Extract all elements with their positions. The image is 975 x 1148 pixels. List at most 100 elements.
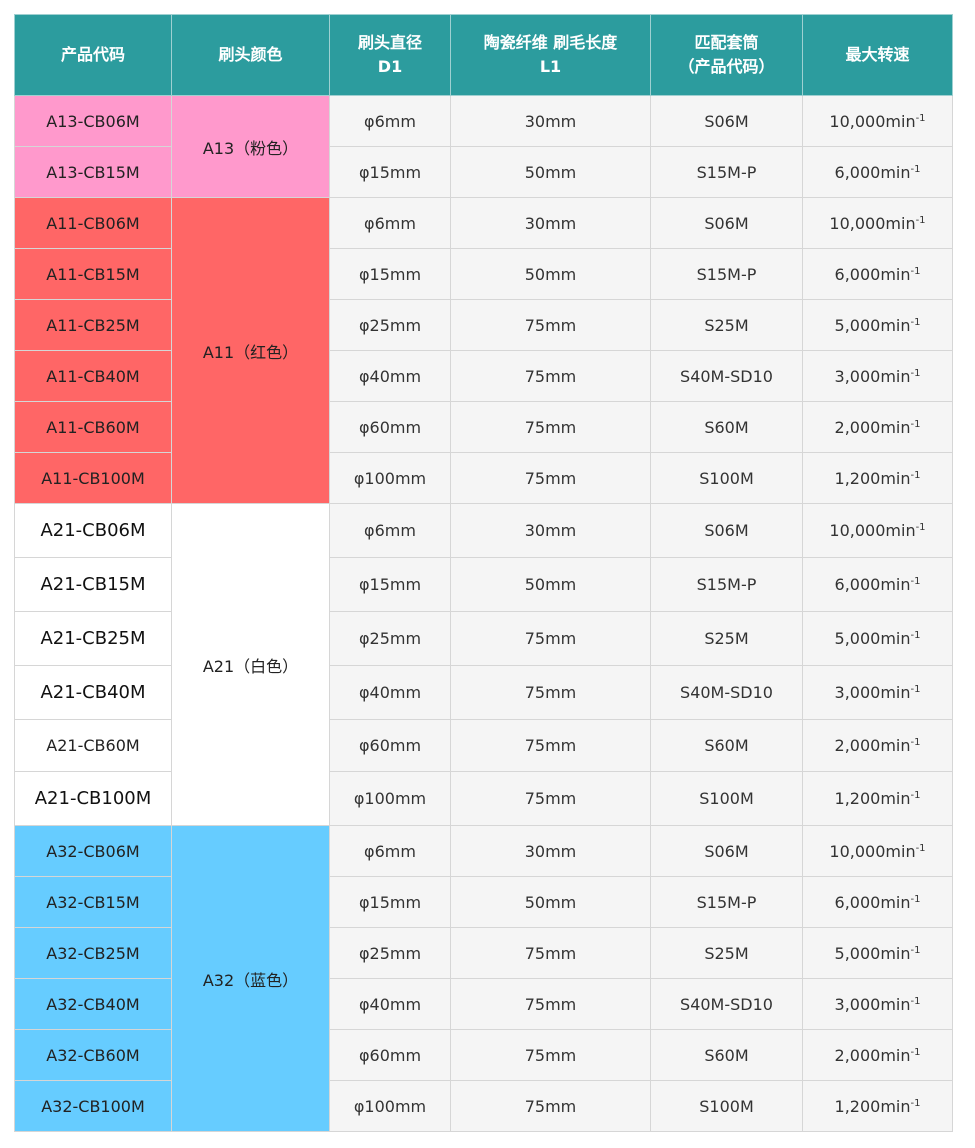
speed-unit-exponent: -1 xyxy=(910,630,921,641)
speed-unit: min xyxy=(880,736,911,755)
max-speed-value: 10,000 xyxy=(829,841,886,861)
speed-unit-exponent: -1 xyxy=(910,684,921,695)
product-code-cell: A21-CB15M xyxy=(14,557,172,612)
bristle-length-cell: 75mm xyxy=(450,719,651,772)
diameter-cell: φ60mm xyxy=(329,719,451,772)
speed-unit-exponent: -1 xyxy=(910,1046,921,1058)
brush-color-cell: A13（粉色） xyxy=(171,95,330,198)
max-speed-value: 6,000 xyxy=(834,892,881,912)
speed-unit-exponent: -1 xyxy=(910,576,921,587)
diameter-cell: φ6mm xyxy=(329,95,451,147)
speed-unit: min xyxy=(880,789,911,808)
bristle-length-cell: 50mm xyxy=(450,248,651,300)
brush-color-cell: A11（红色） xyxy=(171,197,330,504)
header-brush-diameter: 刷头直径 D1 xyxy=(329,14,451,96)
diameter-cell: φ100mm xyxy=(329,1080,451,1132)
speed-unit-exponent: -1 xyxy=(910,893,921,905)
sleeve-cell: S60M xyxy=(650,719,803,772)
speed-unit: min xyxy=(880,575,911,594)
bristle-length-cell: 30mm xyxy=(450,197,651,249)
speed-unit-exponent: -1 xyxy=(915,842,926,854)
max-speed-value: 1,200 xyxy=(834,1096,881,1116)
table-row: A11-CB40M φ40mm 75mm S40M-SD10 3,000min-1 xyxy=(14,350,953,402)
product-code-cell: A13-CB15M xyxy=(14,146,172,198)
speed-unit: min xyxy=(880,417,911,437)
table-row: A21-CB60M φ60mm 75mm S60M 2,000min-1 xyxy=(14,719,953,772)
sleeve-cell: S15M-P xyxy=(650,146,803,198)
speed-unit: min xyxy=(885,841,916,861)
table-row: A21-CB25M φ25mm 75mm S25M 5,000min-1 xyxy=(14,611,953,666)
diameter-cell: φ100mm xyxy=(329,771,451,826)
header-sleeve-label: 匹配套筒 xyxy=(694,33,759,52)
speed-unit: min xyxy=(880,943,911,963)
max-speed-cell: 3,000min-1 xyxy=(802,350,953,402)
max-speed-cell: 2,000min-1 xyxy=(802,1029,953,1081)
table-row: A11-CB25M φ25mm 75mm S25M 5,000min-1 xyxy=(14,299,953,351)
max-speed-value: 2,000 xyxy=(834,417,881,437)
max-speed-value: 3,000 xyxy=(834,366,881,386)
sleeve-cell: S06M xyxy=(650,503,803,558)
bristle-length-cell: 75mm xyxy=(450,771,651,826)
product-code-cell: A11-CB25M xyxy=(14,299,172,351)
spec-table: 产品代码 刷头颜色 刷头直径 D1 陶瓷纤维 刷毛长度 L1 匹配套筒 （产品代… xyxy=(14,14,953,1132)
sleeve-cell: S25M xyxy=(650,299,803,351)
header-sleeve-note: （产品代码） xyxy=(678,57,775,76)
product-code-cell: A32-CB25M xyxy=(14,927,172,979)
max-speed-cell: 6,000min-1 xyxy=(802,248,953,300)
sleeve-cell: S60M xyxy=(650,1029,803,1081)
bristle-length-cell: 75mm xyxy=(450,1029,651,1081)
bristle-length-cell: 75mm xyxy=(450,611,651,666)
sleeve-cell: S25M xyxy=(650,611,803,666)
sleeve-cell: S100M xyxy=(650,452,803,504)
product-code-cell: A11-CB06M xyxy=(14,197,172,249)
table-row: A32-CB06M A32（蓝色） φ6mm 30mm S06M 10,000min-1 xyxy=(14,825,953,1132)
max-speed-cell: 5,000min-1 xyxy=(802,927,953,979)
speed-unit: min xyxy=(880,683,911,702)
table-row: A32-CB40M φ40mm 75mm S40M-SD10 3,000min-1 xyxy=(14,978,953,1030)
max-speed-cell: 1,200min-1 xyxy=(802,1080,953,1132)
diameter-cell: φ15mm xyxy=(329,876,451,928)
speed-unit: min xyxy=(880,1045,911,1065)
sleeve-cell: S100M xyxy=(650,771,803,826)
speed-unit-exponent: -1 xyxy=(910,944,921,956)
diameter-cell: φ15mm xyxy=(329,557,451,612)
max-speed-cell: 10,000min-1 xyxy=(802,197,953,249)
product-code-cell: A21-CB06M xyxy=(14,503,172,558)
speed-unit-exponent: -1 xyxy=(910,418,921,430)
max-speed-value: 6,000 xyxy=(834,264,881,284)
diameter-cell: φ25mm xyxy=(329,299,451,351)
max-speed-value: 2,000 xyxy=(834,736,881,755)
max-speed-cell: 10,000min-1 xyxy=(802,825,953,877)
max-speed-cell: 6,000min-1 xyxy=(802,146,953,198)
speed-unit: min xyxy=(880,468,911,488)
speed-unit-exponent: -1 xyxy=(910,995,921,1007)
product-code-cell: A32-CB15M xyxy=(14,876,172,928)
header-brush-color: 刷头颜色 xyxy=(171,14,330,96)
bristle-length-cell: 50mm xyxy=(450,146,651,198)
speed-unit: min xyxy=(880,994,911,1014)
diameter-cell: φ6mm xyxy=(329,825,451,877)
diameter-cell: φ6mm xyxy=(329,503,451,558)
max-speed-value: 5,000 xyxy=(834,943,881,963)
product-code-cell: A32-CB60M xyxy=(14,1029,172,1081)
product-code-cell: A32-CB40M xyxy=(14,978,172,1030)
max-speed-value: 10,000 xyxy=(829,111,886,131)
sleeve-cell: S06M xyxy=(650,197,803,249)
header-bristle-length-symbol: L1 xyxy=(539,57,562,76)
table-row: A21-CB15M φ15mm 50mm S15M-P 6,000min-1 xyxy=(14,557,953,612)
table-row: A21-CB06M A21（白色） φ6mm 30mm S06M 10,000min-1 xyxy=(14,503,953,826)
sleeve-cell: S25M xyxy=(650,927,803,979)
sleeve-cell: S40M-SD10 xyxy=(650,665,803,720)
speed-unit-exponent: -1 xyxy=(910,316,921,328)
header-brush-diameter-symbol: D1 xyxy=(377,57,403,76)
speed-unit: min xyxy=(885,521,916,540)
speed-unit: min xyxy=(880,1096,911,1116)
max-speed-cell: 2,000min-1 xyxy=(802,401,953,453)
sleeve-cell: S15M-P xyxy=(650,248,803,300)
speed-unit-exponent: -1 xyxy=(910,163,921,175)
product-code-cell: A21-CB100M xyxy=(14,771,172,826)
max-speed-cell: 5,000min-1 xyxy=(802,299,953,351)
speed-unit-exponent: -1 xyxy=(910,737,921,748)
speed-unit: min xyxy=(885,111,916,131)
speed-unit: min xyxy=(880,366,911,386)
